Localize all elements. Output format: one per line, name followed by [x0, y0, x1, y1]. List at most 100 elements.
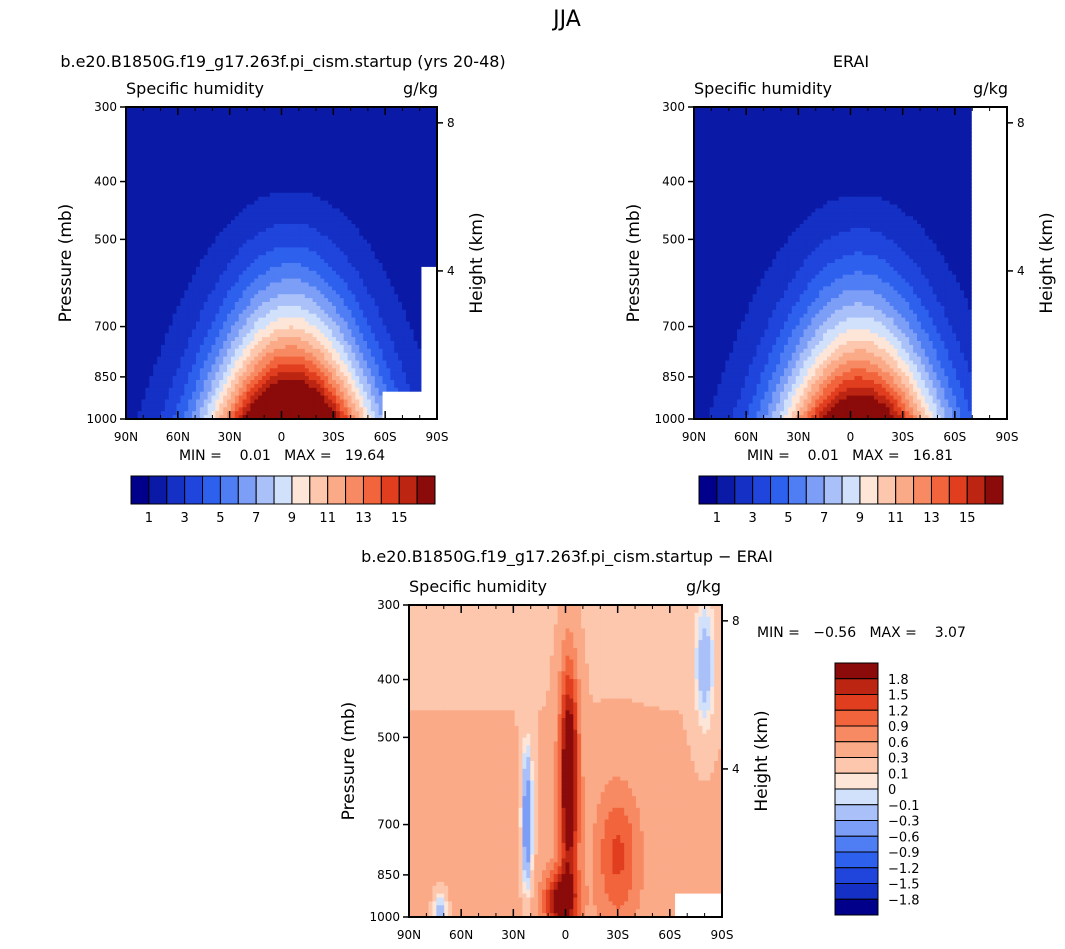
contour-cell: [339, 173, 345, 178]
contour-cell: [238, 333, 244, 338]
contour-cell: [141, 157, 147, 163]
contour-cell: [343, 118, 349, 124]
contour-cell: [343, 302, 349, 307]
contour-cell: [246, 255, 251, 260]
contour-cell: [192, 216, 197, 221]
contour-cell: [180, 274, 185, 280]
contour-cell: [324, 181, 329, 186]
contour-cell: [343, 231, 349, 237]
contour-cell: [304, 364, 310, 369]
contour-cell: [359, 376, 364, 381]
contour-cell: [160, 387, 166, 393]
contour-cell: [227, 348, 232, 354]
contour-cell: [141, 368, 147, 373]
contour-cell: [207, 294, 213, 299]
contour-cell: [192, 263, 197, 268]
contour-cell: [324, 149, 329, 155]
contour-cell: [328, 188, 333, 194]
contour-cell: [223, 341, 228, 346]
contour-cell: [211, 192, 217, 198]
contour-cell: [250, 204, 255, 209]
contour-cell: [203, 142, 209, 147]
contour-cell: [141, 395, 147, 401]
contour-cell: [180, 146, 185, 151]
contour-cell: [219, 122, 224, 128]
contour-cell: [160, 185, 166, 190]
contour-cell: [207, 380, 213, 385]
contour-cell: [199, 407, 205, 412]
contour-cell: [262, 220, 267, 225]
contour-cell: [332, 282, 337, 287]
contour-cell: [215, 196, 220, 202]
contour-cell: [281, 227, 286, 233]
contour-cell: [126, 263, 131, 268]
contour-cell: [133, 196, 139, 202]
contour-cell: [238, 220, 244, 225]
contour-cell: [137, 309, 143, 315]
contour-cell: [269, 372, 275, 377]
contour-cell: [141, 251, 147, 256]
contour-cell: [168, 376, 174, 381]
contour-cell: [335, 177, 341, 182]
contour-cell: [250, 188, 255, 194]
contour-cell: [250, 360, 255, 365]
contour-cell: [126, 235, 131, 241]
contour-cell: [254, 329, 259, 334]
contour-cell: [332, 294, 337, 299]
contour-cell: [265, 149, 271, 155]
contour-cell: [328, 216, 333, 221]
contour-cell: [230, 399, 236, 404]
contour-cell: [230, 274, 236, 280]
contour-cell: [227, 239, 232, 245]
contour-cell: [277, 321, 283, 326]
contour-cell: [285, 403, 290, 408]
contour-cell: [316, 368, 321, 373]
contour-cell: [343, 212, 349, 217]
contour-cell: [153, 149, 158, 155]
contour-cell: [203, 243, 209, 248]
contour-cell: [223, 372, 228, 377]
contour-cell: [242, 360, 248, 365]
contour-cell: [207, 352, 213, 358]
contour-cell: [238, 282, 244, 287]
contour-cell: [351, 341, 356, 346]
contour-cell: [149, 255, 154, 260]
contour-cell: [203, 298, 209, 303]
contour-cell: [168, 134, 174, 139]
contour-cell: [199, 376, 205, 381]
contour-cell: [227, 317, 232, 323]
contour-cell: [192, 188, 197, 194]
contour-cell: [254, 126, 259, 131]
contour-cell: [219, 317, 224, 323]
contour-cell: [285, 321, 290, 326]
contour-cell: [281, 185, 286, 190]
contour-cell: [367, 200, 372, 206]
contour-cell: [258, 298, 263, 303]
contour-cell: [153, 165, 158, 170]
contour-cell: [332, 239, 337, 245]
contour-cell: [238, 376, 244, 381]
contour-cell: [164, 403, 170, 408]
contour-cell: [339, 255, 345, 260]
contour-cell: [141, 391, 147, 397]
contour-cell: [363, 173, 368, 178]
contour-cell: [316, 185, 321, 190]
contour-cell: [258, 216, 263, 221]
contour-cell: [312, 372, 318, 377]
contour-cell: [153, 286, 158, 291]
contour-cell: [195, 278, 201, 284]
contour-cell: [297, 395, 302, 401]
contour-cell: [172, 380, 178, 385]
contour-cell: [343, 173, 349, 178]
contour-cell: [207, 344, 213, 350]
contour-cell: [238, 231, 244, 237]
contour-cell: [293, 157, 298, 163]
contour-cell: [172, 313, 178, 319]
contour-cell: [184, 395, 189, 401]
contour-cell: [160, 146, 166, 151]
contour-cell: [281, 107, 286, 112]
contour-cell: [254, 216, 259, 221]
contour-cell: [184, 177, 189, 182]
contour-cell: [199, 239, 205, 245]
contour-cell: [246, 157, 251, 163]
